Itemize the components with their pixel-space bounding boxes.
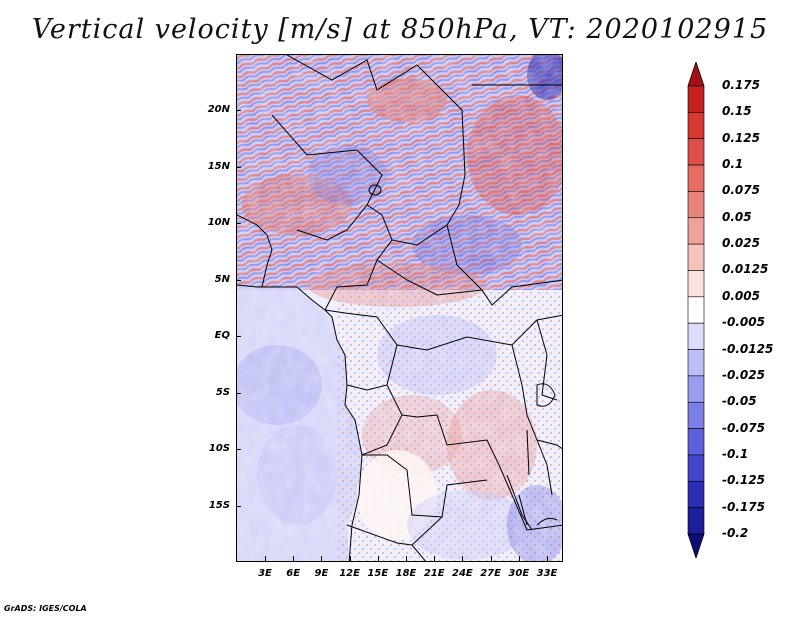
colorbar-segment (687, 454, 705, 482)
lat-tick (236, 449, 241, 450)
lon-tick-label: 9E (314, 568, 329, 579)
lon-tick-label: 12E (339, 568, 360, 579)
colorbar-segment (687, 507, 705, 535)
colorbar-segment (687, 85, 705, 113)
vertical-velocity-field (237, 55, 562, 561)
colorbar-segment (687, 480, 705, 508)
lon-tick (518, 556, 520, 561)
colorbar-segment (687, 270, 705, 298)
colorbar-level-label: -0.05 (722, 394, 757, 409)
lat-tick (236, 336, 241, 337)
lat-tick (236, 223, 241, 224)
colorbar-segment (687, 164, 705, 192)
colorbar-segment (687, 375, 705, 403)
lon-tick-label: 30E (508, 568, 530, 579)
map-frame (236, 54, 563, 562)
lat-tick-label: 20N (207, 104, 230, 115)
colorbar-level-label: 0.1 (722, 157, 744, 172)
lat-tick (236, 166, 241, 168)
lat-tick (236, 279, 241, 281)
colorbar-segment (687, 322, 705, 350)
colorbar-level-label: -0.075 (722, 420, 765, 435)
lon-tick (434, 556, 436, 561)
lat-tick (236, 392, 241, 394)
lon-tick-label: 18E (395, 568, 417, 579)
colorbar-level-label: 0.05 (722, 209, 752, 224)
colorbar-level-label: -0.1 (722, 446, 749, 461)
colorbar-segment (687, 401, 705, 429)
colorbar-level-label: 0.025 (722, 236, 760, 251)
plot-title: Vertical velocity [m/s] at 850hPa, VT: 2… (31, 14, 769, 45)
lat-tick-label: 5S (215, 386, 230, 398)
colorbar-level-label: 0.125 (722, 130, 760, 145)
colorbar-segment (687, 112, 705, 140)
colorbar-segment (687, 217, 705, 245)
colorbar-level-label: 0.075 (722, 183, 760, 198)
lat-tick-label: EQ (214, 330, 230, 341)
lat-tick-label: 15S (208, 499, 230, 511)
colorbar-level-label: 0.005 (722, 288, 760, 303)
lat-tick (236, 505, 241, 507)
colorbar-level-label: -0.2 (722, 526, 749, 540)
colorbar-level-label: 0.175 (722, 78, 760, 92)
colorbar-segment (687, 296, 705, 324)
lon-tick (547, 556, 548, 561)
lon-tick-label: 27E (480, 568, 501, 579)
colorbar-level-label: 0.0125 (722, 262, 769, 277)
lon-tick-label: 3E (258, 568, 272, 579)
lon-tick (265, 556, 266, 561)
lon-tick-label: 6E (286, 568, 301, 579)
lat-tick-label: 15N (207, 160, 230, 172)
lon-tick (490, 556, 492, 561)
lat-tick-label: 10S (208, 443, 230, 454)
colorbar-segment (687, 243, 705, 271)
colorbar-level-label: -0.0125 (722, 341, 774, 356)
grads-credit: GrADS: IGES/COLA (4, 604, 87, 613)
colorbar-max-arrow (687, 62, 705, 87)
colorbar-segment (687, 428, 705, 456)
lon-tick (349, 556, 351, 561)
lon-tick (293, 556, 295, 561)
lon-tick-label: 15E (367, 568, 389, 579)
colorbar-level-label: -0.175 (722, 499, 765, 514)
colorbar (687, 62, 705, 558)
colorbar-level-label: -0.025 (722, 367, 765, 382)
colorbar-level-label: 0.15 (722, 104, 752, 119)
colorbar-level-label: -0.125 (722, 473, 765, 488)
lat-tick-label: 10N (207, 217, 230, 228)
lon-tick (462, 556, 464, 561)
lon-tick-label: 33E (536, 568, 558, 579)
lon-tick (406, 556, 407, 561)
colorbar-segment (687, 349, 705, 377)
lon-tick-label: 21E (423, 568, 445, 579)
lon-tick-label: 24E (452, 568, 473, 579)
lat-tick-label: 5N (214, 273, 230, 285)
colorbar-min-arrow (687, 533, 705, 558)
colorbar-level-label: -0.005 (722, 315, 765, 330)
lat-tick (236, 110, 241, 111)
colorbar-segment (687, 138, 705, 166)
colorbar-segment (687, 191, 705, 219)
lon-tick (321, 556, 323, 561)
lon-tick (377, 556, 379, 561)
